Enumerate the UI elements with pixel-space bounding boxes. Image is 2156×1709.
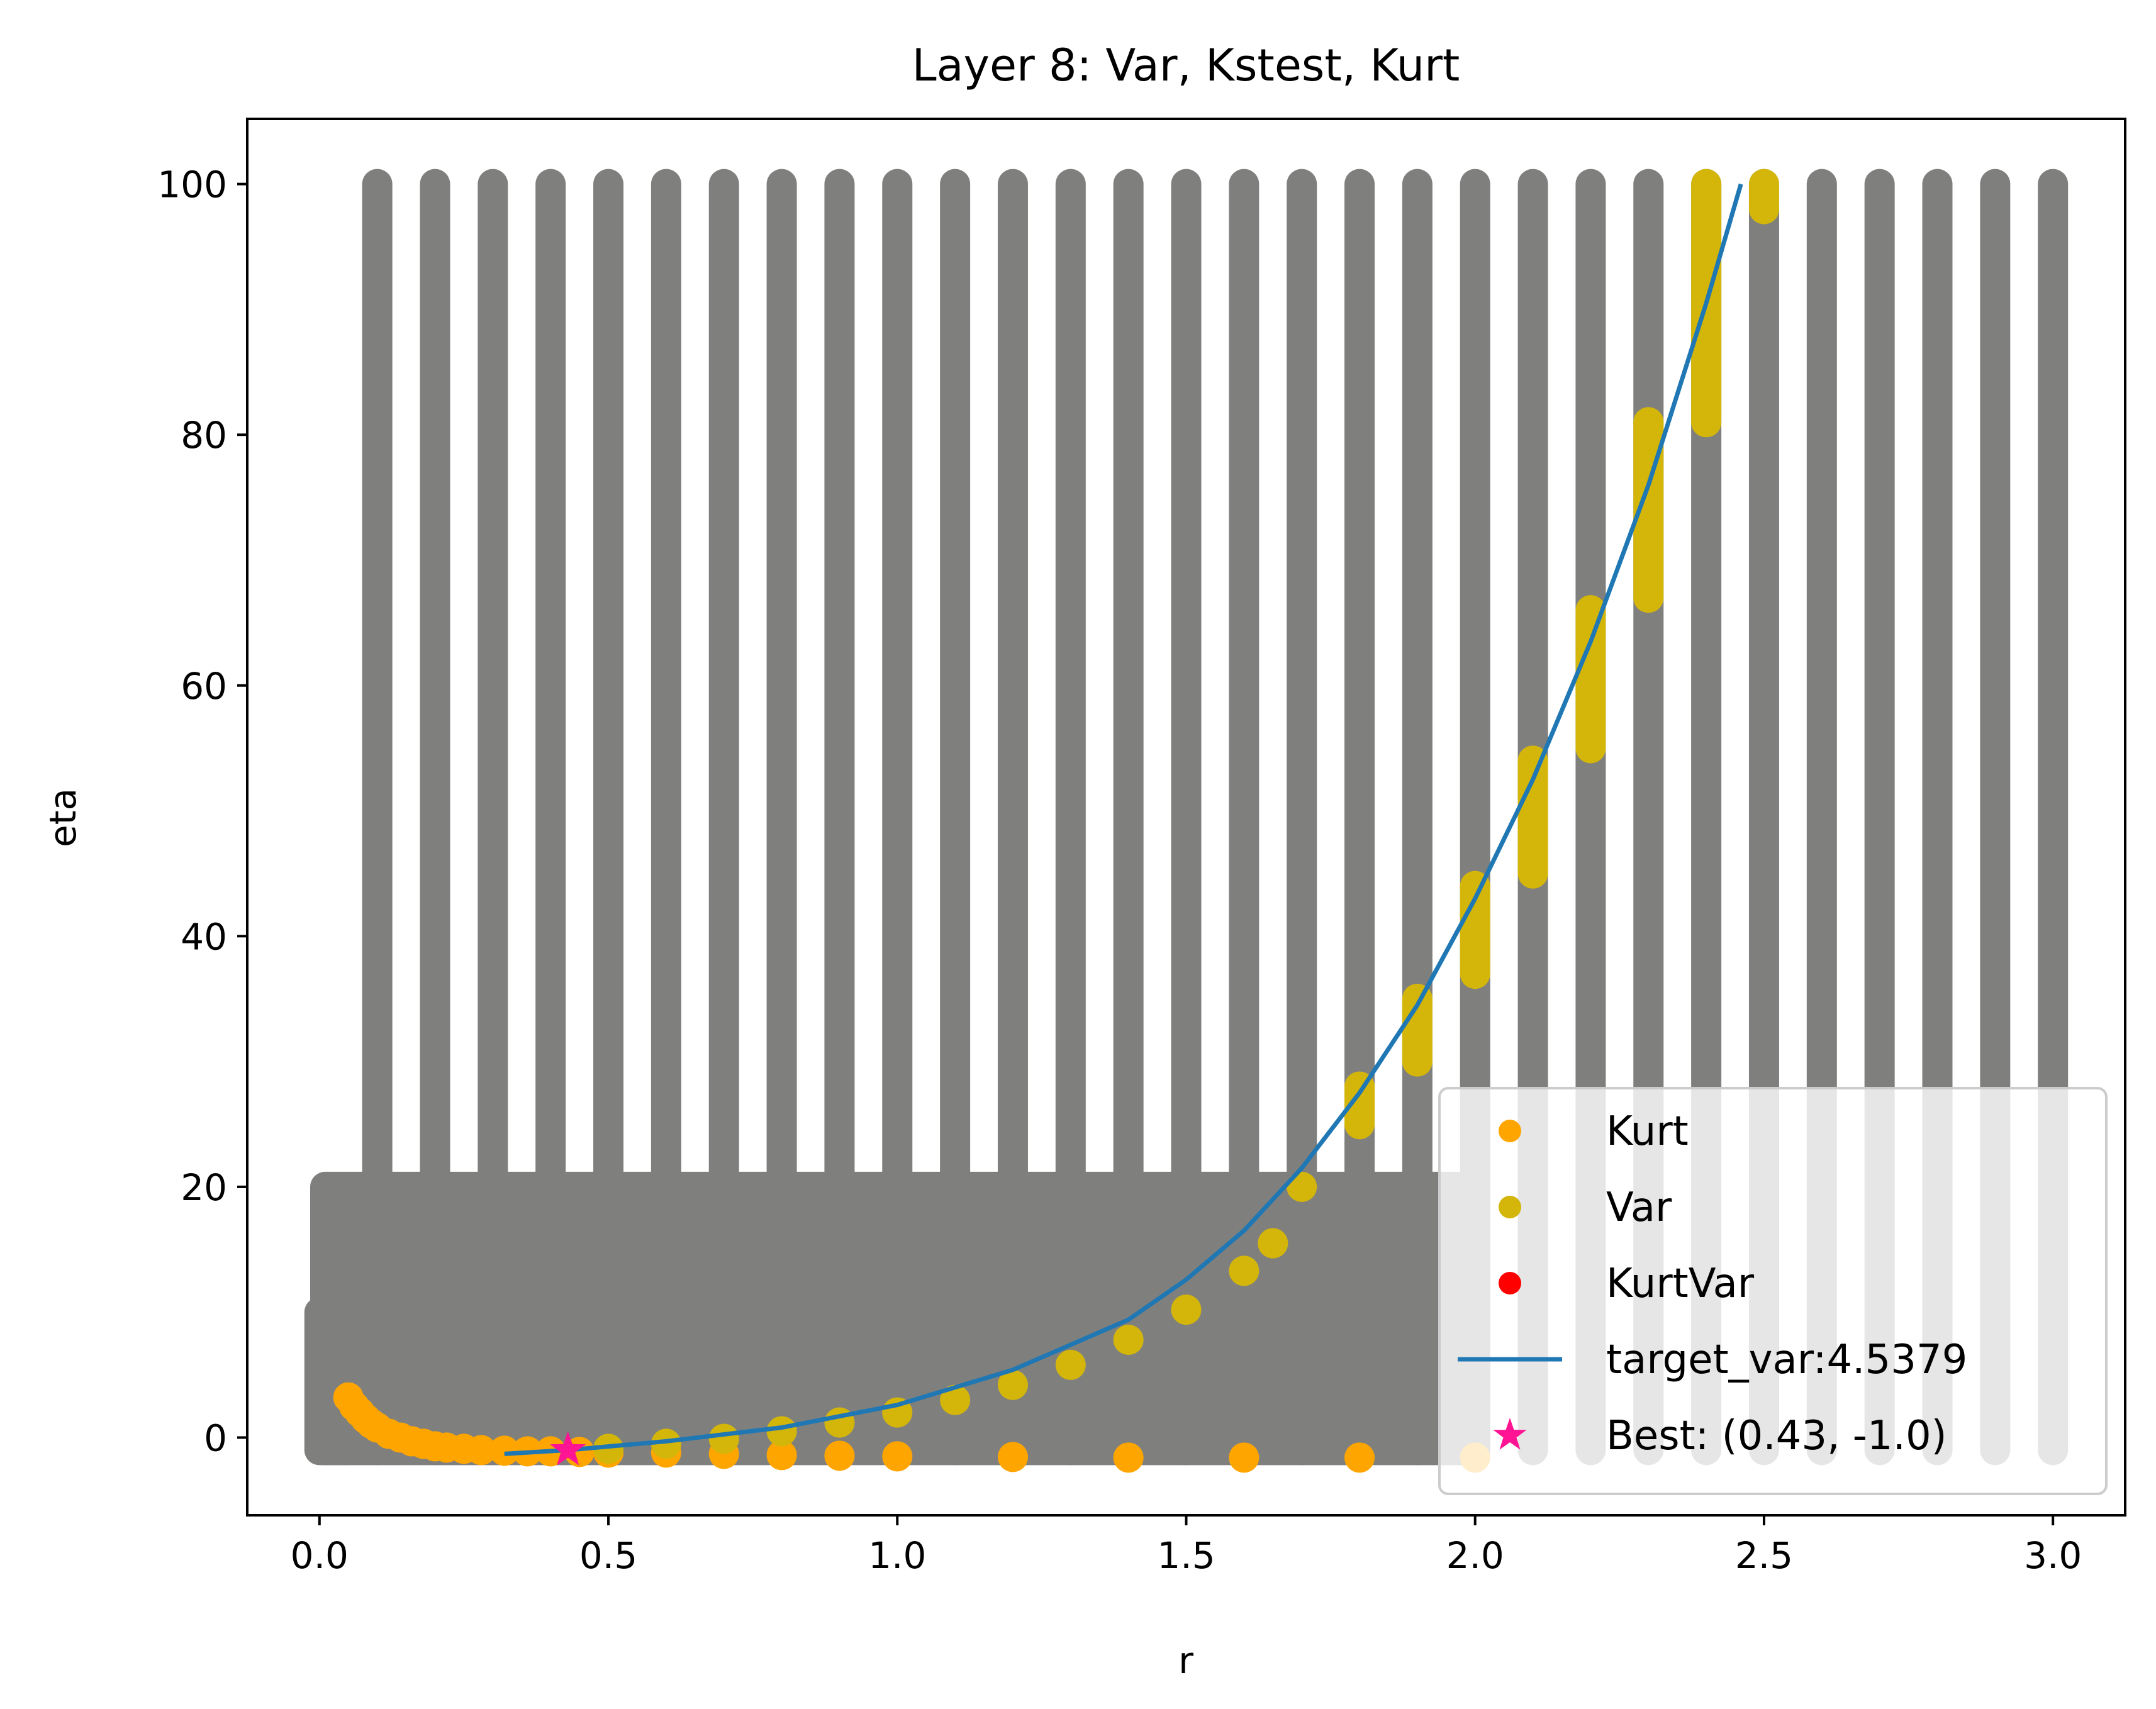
- y-tick-label: 20: [181, 1166, 227, 1209]
- kurt-point: [1113, 1442, 1144, 1473]
- grid-point-column: [940, 169, 971, 1466]
- var-point: [766, 1416, 797, 1447]
- var-point: [1113, 1325, 1144, 1356]
- chart-title: Layer 8: Var, Kstest, Kurt: [912, 40, 1460, 91]
- x-tick-label: 3.0: [2024, 1534, 2082, 1577]
- x-tick-label: 2.5: [1735, 1534, 1793, 1577]
- best-star: [550, 1431, 586, 1466]
- kurt-point: [882, 1441, 913, 1472]
- y-tick-label: 80: [181, 414, 227, 457]
- grid-point-column: [1287, 169, 1317, 1466]
- kurt-point: [997, 1442, 1028, 1472]
- legend-marker: [1499, 1272, 1521, 1294]
- grid-point-column: [593, 169, 624, 1466]
- var-point: [940, 1384, 971, 1415]
- var-point-run: [1402, 998, 1433, 1062]
- kurt-point: [466, 1435, 496, 1466]
- y-axis: 0 20 40 60 80 100: [157, 164, 247, 1459]
- legend-label: target_var:4.5379: [1606, 1337, 1967, 1383]
- x-tick-label: 1.5: [1157, 1534, 1215, 1577]
- var-point: [1055, 1349, 1086, 1380]
- var-point: [593, 1433, 624, 1464]
- grid-points-layer: [304, 169, 2069, 1466]
- grid-point-column: [882, 169, 913, 1466]
- kurt-point: [1229, 1442, 1260, 1473]
- grid-point-column: [766, 169, 797, 1466]
- grid-point-column: [997, 169, 1028, 1466]
- grid-point-column: [1113, 169, 1144, 1466]
- y-tick-label: 0: [204, 1417, 227, 1459]
- grid-point-column: [478, 169, 508, 1466]
- legend-box: [1438, 1087, 2108, 1495]
- kurt-point: [1344, 1442, 1375, 1473]
- target-var-line: [504, 183, 1743, 1456]
- var-point-run: [1575, 610, 1606, 749]
- var-point-run: [1748, 184, 1779, 209]
- grid-point-column: [651, 169, 681, 1466]
- grid-point-column: [420, 169, 450, 1466]
- var-point: [708, 1423, 739, 1454]
- grid-points-low-block: [304, 1297, 364, 1466]
- legend-label: Kurt: [1606, 1108, 1689, 1155]
- var-point: [1171, 1294, 1202, 1325]
- kurt-point: [766, 1440, 797, 1471]
- target-var-series: [504, 183, 1743, 1456]
- grid-point-column: [535, 169, 566, 1466]
- legend-label: Var: [1606, 1184, 1672, 1231]
- grid-point-column: [1402, 169, 1433, 1466]
- y-tick-label: 60: [181, 665, 227, 708]
- var-point: [997, 1369, 1028, 1400]
- x-axis: 0.0 0.5 1.0 1.5 2.0 2.5 3.0: [291, 1515, 2082, 1577]
- var-series: [593, 169, 1779, 1464]
- grid-point-column: [1344, 169, 1375, 1466]
- grid-point-column: [1171, 169, 1202, 1466]
- kurt-point: [824, 1440, 855, 1471]
- var-point: [1258, 1228, 1288, 1259]
- var-point: [651, 1428, 681, 1459]
- best-series: [550, 1431, 586, 1466]
- legend-label: Best: (0.43, -1.0): [1606, 1413, 1947, 1459]
- y-tick-label: 100: [157, 164, 227, 206]
- var-point: [1229, 1255, 1260, 1286]
- x-tick-label: 2.0: [1446, 1534, 1504, 1577]
- y-axis-title: eta: [42, 788, 84, 847]
- x-tick-label: 1.0: [868, 1534, 926, 1577]
- legend-marker: [1493, 1418, 1527, 1450]
- y-tick-label: 40: [181, 915, 227, 958]
- grid-point-column: [362, 169, 393, 1466]
- legend-label: KurtVar: [1606, 1261, 1755, 1307]
- legend-marker: [1499, 1120, 1521, 1142]
- grid-point-column: [1055, 169, 1086, 1466]
- kurt-point: [489, 1435, 520, 1466]
- grid-point-column: [824, 169, 855, 1466]
- plot-area: [304, 169, 2069, 1473]
- x-tick-label: 0.5: [579, 1534, 637, 1577]
- legend-marker: [1499, 1196, 1521, 1218]
- x-tick-label: 0.0: [291, 1534, 349, 1577]
- grid-point-column: [1229, 169, 1260, 1466]
- grid-point-column: [708, 169, 739, 1466]
- x-axis-title: r: [1178, 1639, 1193, 1682]
